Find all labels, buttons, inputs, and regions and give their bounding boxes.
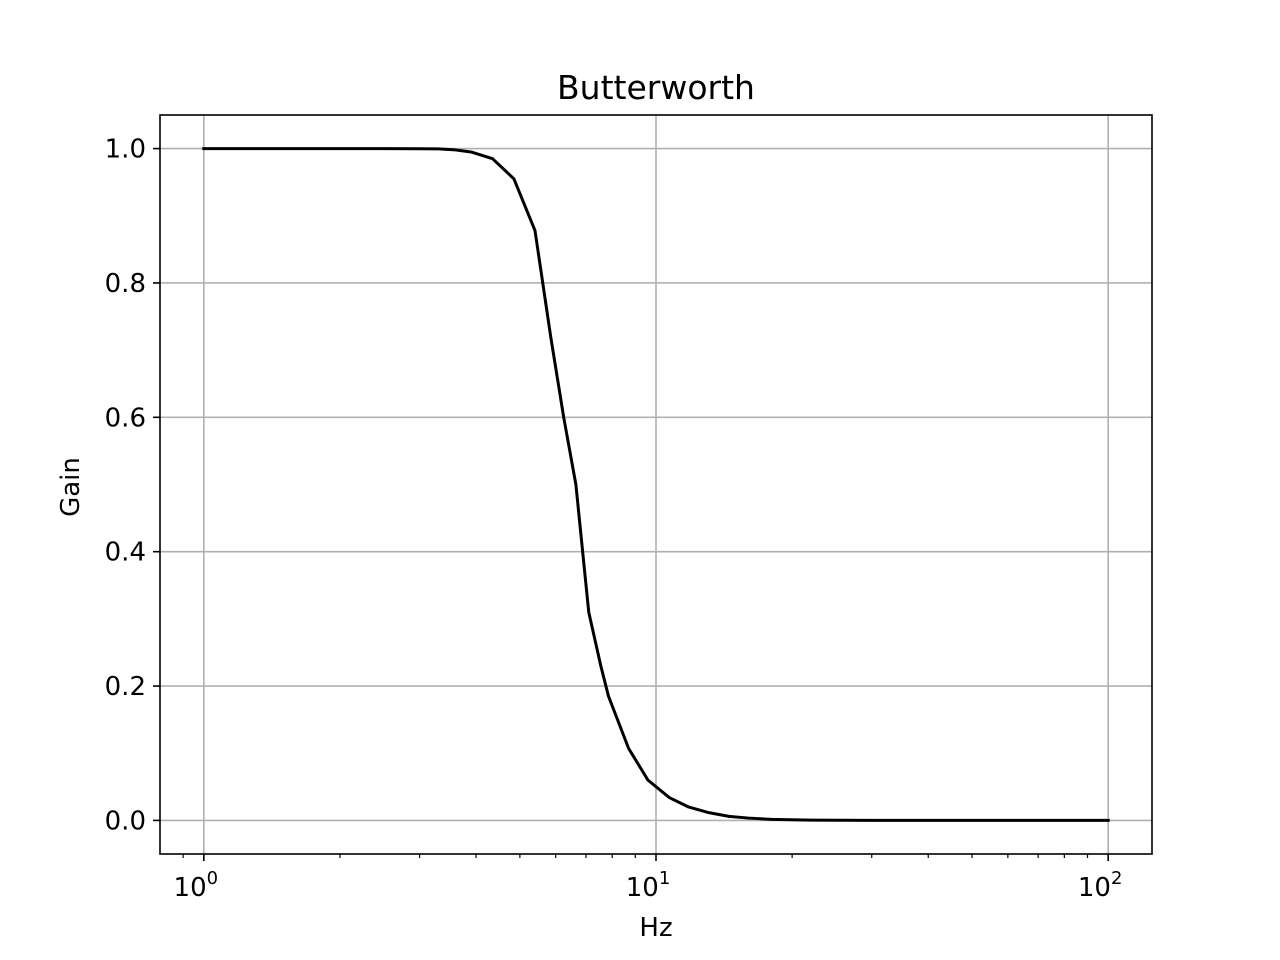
y-tick-label: 1.0 [105,135,146,165]
y-tick-label: 0.6 [105,403,146,433]
y-axis-label: Gain [56,457,86,517]
x-tick-exponent: 0 [207,868,218,889]
y-tick-label: 0.4 [105,538,146,568]
series-layer [202,147,1110,822]
chart-title: Butterworth [557,68,755,107]
x-tick-exponent: 1 [659,868,670,889]
x-tick-exponent: 2 [1111,868,1122,889]
y-tick-label: 0.8 [105,269,146,299]
x-axis-label: Hz [639,913,672,943]
y-tick-label: 0.2 [105,672,146,702]
gain-series-line [202,147,1110,822]
y-tick-label: 0.0 [105,806,146,836]
